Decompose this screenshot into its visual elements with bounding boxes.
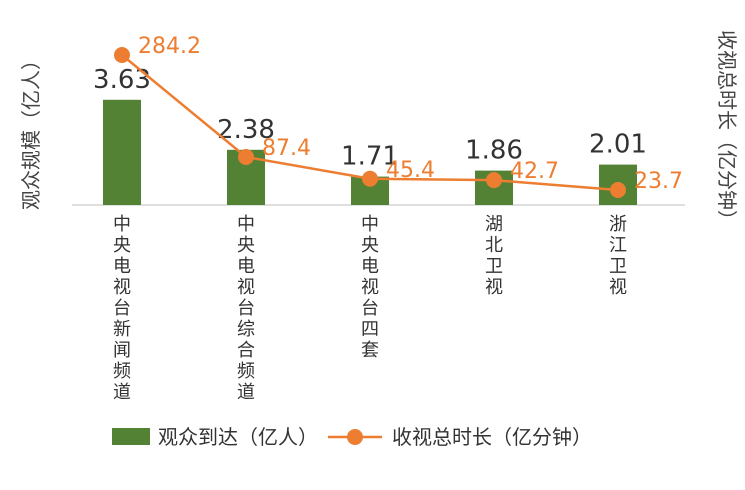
line-point — [486, 172, 502, 189]
category-label: 浙江卫视 — [609, 214, 627, 298]
line-point — [114, 47, 130, 63]
bar-value-label: 3.63 — [93, 65, 151, 95]
legend-bar-label: 观众到达（亿人） — [158, 425, 318, 449]
legend-bar-swatch — [112, 428, 150, 445]
legend: 观众到达（亿人） 收视总时长（亿分钟） — [112, 425, 592, 449]
line-point — [362, 170, 378, 187]
category-label: 中央电视台新闻频道 — [113, 214, 131, 403]
y-axis-right-title: 收视总时长（亿分钟） — [715, 30, 739, 230]
legend-line-marker — [347, 429, 363, 445]
line-value-label: 45.4 — [386, 158, 435, 183]
legend-line-label: 收视总时长（亿分钟） — [392, 425, 592, 449]
category-labels: 中央电视台新闻频道 中央电视台综合频道 中央电视台四套 湖北卫视 浙江卫视 — [113, 214, 627, 403]
line-point — [238, 148, 254, 165]
category-label: 中央电视台四套 — [361, 214, 379, 361]
bar-value-labels: 3.632.381.71 1.86 2.01 — [93, 65, 647, 172]
bar-value-label: 1.71 — [341, 142, 399, 172]
line-value-label: 87.4 — [262, 136, 311, 161]
line-value-label: 284.2 — [138, 34, 201, 59]
category-label: 中央电视台综合频道 — [237, 214, 255, 403]
bar — [103, 99, 141, 205]
bar-value-label: 1.86 — [465, 136, 523, 166]
line-value-label: 42.7 — [510, 159, 559, 184]
line-value-label: 23.7 — [634, 169, 683, 194]
line-point — [610, 182, 626, 198]
y-axis-left-title: 观众规模（亿人） — [19, 50, 43, 210]
bar-value-label: 2.01 — [589, 130, 647, 160]
line-series: 284.2 87.4 45.4 42.7 23.7 — [114, 34, 683, 198]
category-label: 湖北卫视 — [485, 214, 503, 298]
